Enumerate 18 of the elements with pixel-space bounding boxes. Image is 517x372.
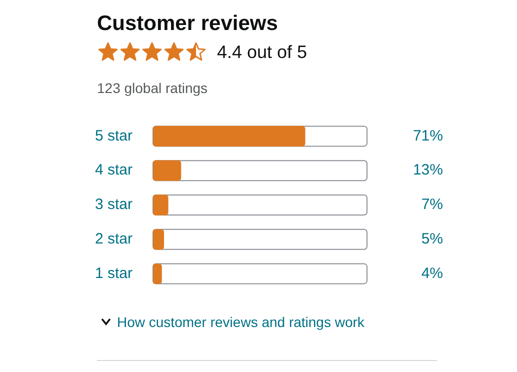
chart-subtitle: 4.4 out of 5 — [217, 42, 308, 63]
bar — [153, 160, 182, 181]
y-tick-label: 3 star — [95, 196, 133, 214]
y-tick-label: 1 star — [95, 264, 133, 282]
y-tick-label: 4 star — [95, 162, 133, 179]
data-label: 13% — [412, 162, 443, 179]
chart-title: Customer reviews — [97, 12, 278, 36]
bar — [153, 229, 164, 250]
data-label: 71% — [412, 127, 443, 144]
text: 123 global ratings — [97, 80, 208, 96]
bar — [153, 194, 168, 216]
text: How customer reviews and ratings work — [117, 314, 364, 330]
bar — [153, 263, 162, 284]
data-label: 4% — [421, 264, 443, 282]
data-label: 5% — [421, 230, 443, 248]
data-label: 7% — [421, 196, 443, 214]
y-tick-label: 5 star — [95, 127, 133, 144]
y-tick-label: 2 star — [95, 230, 133, 248]
